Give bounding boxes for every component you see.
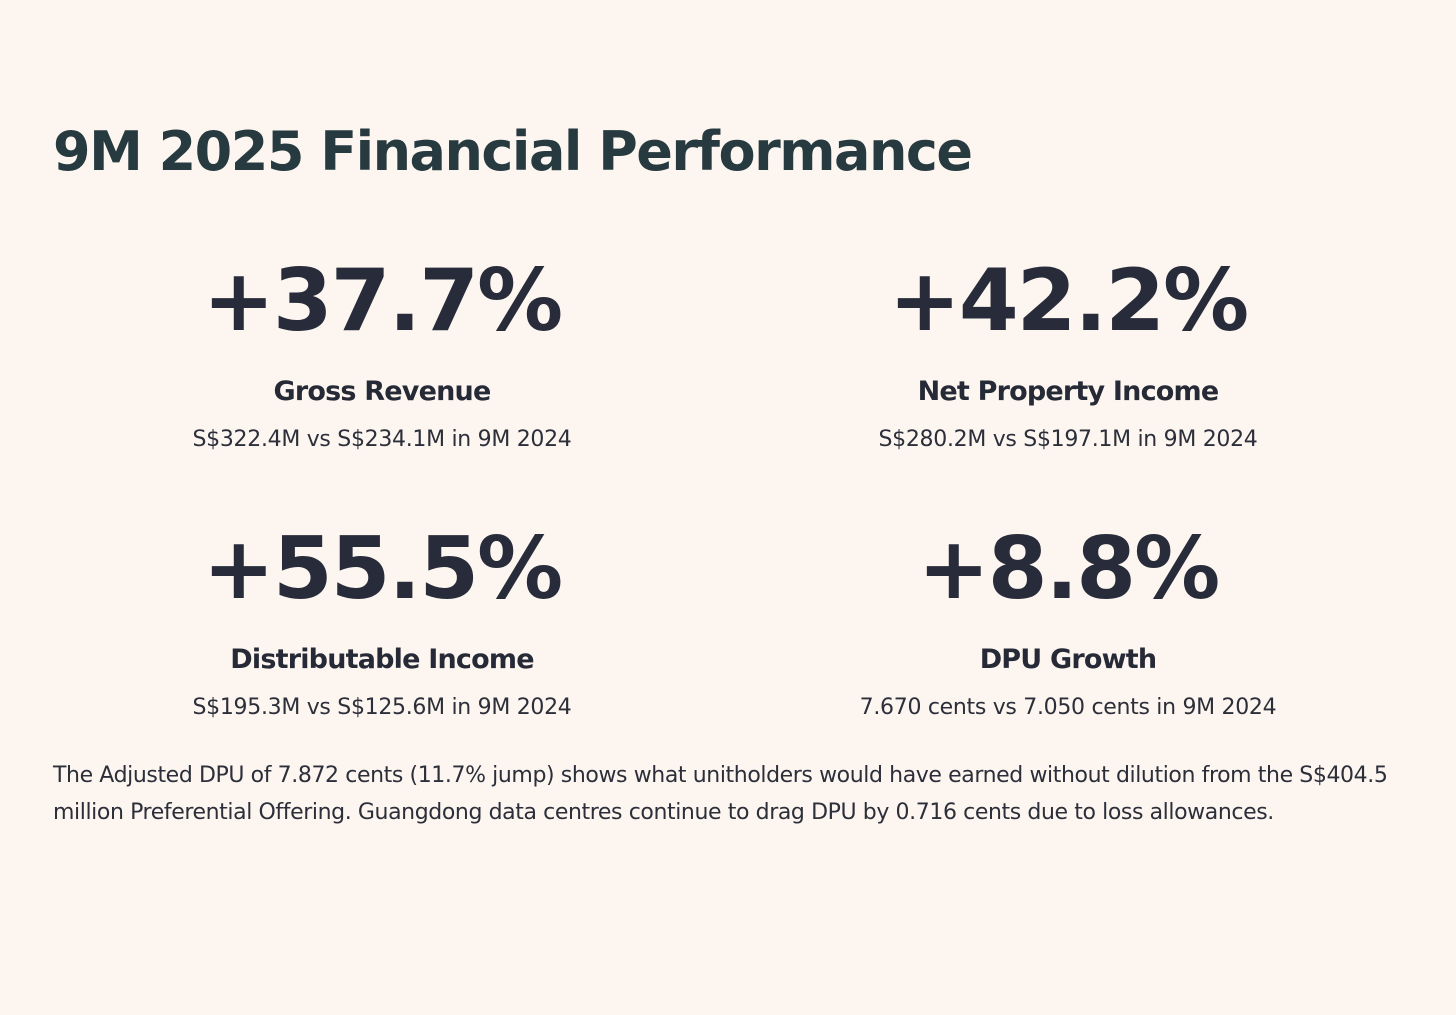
metric-value: +8.8% — [917, 519, 1221, 619]
metric-value: +37.7% — [202, 251, 563, 351]
metric-distributable-income: +55.5% Distributable Income S$195.3M vs … — [102, 526, 662, 722]
metric-net-property-income: +42.2% Net Property Income S$280.2M vs S… — [788, 258, 1348, 454]
metric-label: Gross Revenue — [273, 376, 492, 407]
page-title: 9M 2025 Financial Performance — [53, 120, 973, 183]
metric-label: Net Property Income — [917, 376, 1220, 407]
footnote-paragraph: The Adjusted DPU of 7.872 cents (11.7% j… — [53, 763, 1388, 825]
metric-value: +55.5% — [202, 519, 563, 619]
metric-detail: S$195.3M vs S$125.6M in 9M 2024 — [192, 695, 572, 721]
metric-value: +42.2% — [888, 251, 1249, 351]
metric-detail: S$322.4M vs S$234.1M in 9M 2024 — [192, 427, 572, 453]
metric-label: Distributable Income — [230, 644, 534, 675]
metric-gross-revenue: +37.7% Gross Revenue S$322.4M vs S$234.1… — [102, 258, 662, 454]
metric-detail: 7.670 cents vs 7.050 cents in 9M 2024 — [859, 695, 1277, 721]
metric-dpu-growth: +8.8% DPU Growth 7.670 cents vs 7.050 ce… — [788, 526, 1348, 722]
metric-detail: S$280.2M vs S$197.1M in 9M 2024 — [878, 427, 1258, 453]
metric-label: DPU Growth — [979, 644, 1157, 675]
